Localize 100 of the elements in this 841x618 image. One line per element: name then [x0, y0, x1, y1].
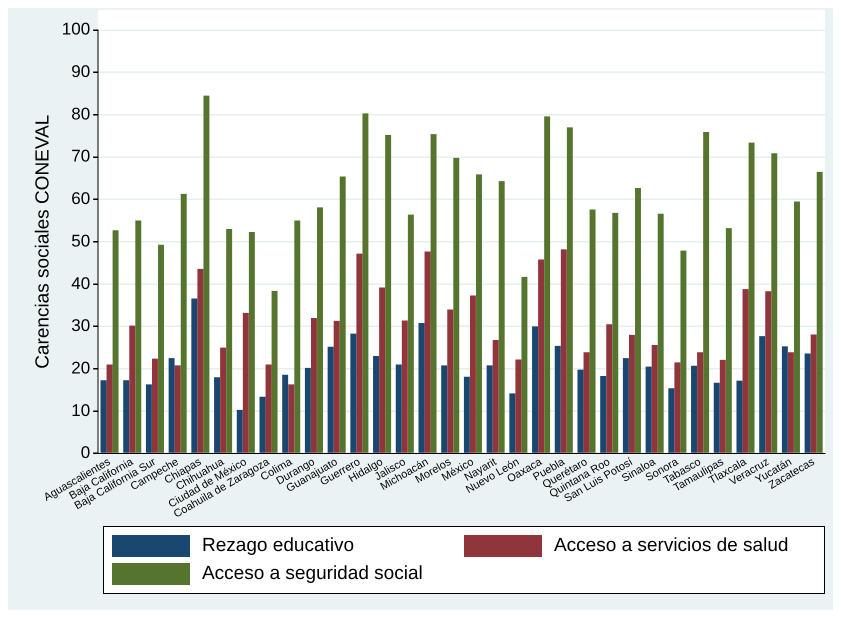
bar	[584, 352, 590, 453]
bar	[658, 214, 664, 453]
bar	[350, 334, 356, 453]
bar	[259, 396, 266, 453]
bar	[447, 309, 454, 453]
bar	[788, 352, 794, 453]
bar	[180, 194, 187, 453]
bar	[282, 374, 288, 453]
bar	[566, 127, 573, 453]
bar	[498, 181, 505, 453]
legend-label: Acceso a servicios de salud	[554, 535, 788, 557]
y-axis-title: Carencias sociales CONEVAL	[32, 114, 54, 369]
bar	[600, 376, 606, 453]
bar	[328, 346, 334, 453]
bar	[691, 366, 697, 453]
bar	[538, 260, 544, 453]
bar	[652, 345, 658, 453]
bar	[402, 320, 408, 453]
bar	[674, 362, 680, 453]
bar	[492, 340, 499, 453]
bar	[214, 377, 220, 453]
bar	[146, 384, 152, 453]
bar	[242, 312, 249, 453]
bar	[748, 142, 755, 453]
bar	[606, 324, 612, 453]
bar	[168, 358, 175, 453]
bar	[816, 172, 823, 453]
bar	[203, 96, 210, 453]
bar	[680, 250, 686, 453]
bar	[560, 249, 567, 453]
bar	[266, 364, 272, 453]
bar	[532, 326, 538, 453]
bar	[356, 254, 362, 453]
bar	[577, 370, 584, 453]
y-tick-label: 50	[71, 231, 90, 250]
bar	[628, 334, 635, 453]
bar	[453, 158, 460, 453]
legend-label: Acceso a seguridad social	[202, 563, 423, 585]
bar	[135, 220, 142, 453]
legend-label: Rezago educativo	[202, 535, 354, 557]
bar	[430, 134, 437, 453]
bar	[379, 287, 386, 453]
bar	[668, 388, 674, 453]
bar	[100, 380, 106, 453]
bar	[554, 346, 561, 453]
bar	[486, 365, 493, 453]
y-tick-label: 100	[62, 20, 90, 39]
bar	[703, 132, 710, 453]
y-tick-label: 80	[71, 104, 90, 124]
bar	[396, 364, 402, 453]
bar	[635, 188, 641, 453]
y-tick-label: 90	[71, 62, 90, 82]
y-tick-label: 60	[71, 189, 90, 208]
bar	[334, 320, 340, 453]
bar	[317, 207, 323, 453]
bar	[226, 229, 232, 453]
bar	[720, 360, 726, 453]
bar	[464, 376, 470, 453]
bar	[424, 251, 430, 453]
bar	[385, 135, 392, 453]
bar	[521, 276, 528, 453]
bar	[288, 384, 294, 453]
bar	[129, 326, 136, 453]
bar	[158, 244, 164, 453]
bar	[294, 220, 300, 453]
bar	[590, 210, 596, 453]
bar	[794, 201, 800, 453]
bar	[197, 268, 204, 453]
bar	[174, 365, 181, 453]
bar	[736, 380, 742, 453]
bar	[765, 291, 772, 453]
y-tick-label: 20	[71, 358, 90, 378]
bar	[248, 232, 255, 453]
bar	[646, 366, 652, 453]
bar	[236, 410, 243, 453]
y-tick-label: 70	[71, 146, 90, 166]
bar	[272, 290, 278, 453]
bar	[714, 382, 720, 453]
bar	[804, 354, 811, 453]
bar	[509, 393, 516, 453]
y-tick-label: 0	[80, 443, 90, 462]
bar	[340, 176, 346, 453]
bar	[220, 348, 226, 453]
bar	[123, 380, 130, 453]
bar	[112, 230, 119, 453]
bar	[771, 153, 778, 453]
bar	[304, 368, 311, 453]
bar	[470, 296, 476, 453]
bar	[782, 346, 788, 453]
y-tick-label: 40	[71, 274, 90, 293]
bar	[742, 289, 748, 453]
bar	[373, 356, 379, 453]
bar	[106, 364, 112, 453]
bar	[408, 214, 414, 453]
bar	[544, 116, 550, 453]
bar	[759, 336, 766, 453]
bar	[622, 358, 629, 453]
bar	[310, 318, 317, 453]
bar	[441, 365, 448, 453]
bar	[362, 113, 368, 453]
